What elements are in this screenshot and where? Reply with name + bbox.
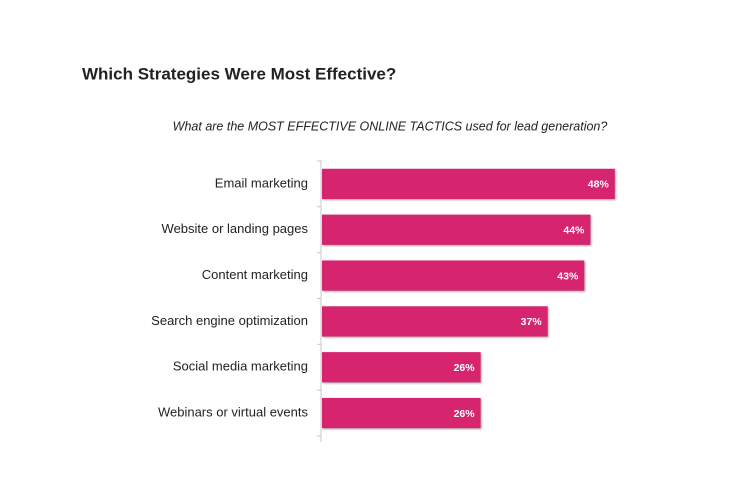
data-label: 43% xyxy=(557,270,579,282)
data-label: 26% xyxy=(454,362,476,374)
bar xyxy=(322,352,481,383)
category-label: Content marketing xyxy=(202,267,308,282)
chart-title: Which Strategies Were Most Effective? xyxy=(82,64,396,83)
data-label: 37% xyxy=(521,316,543,328)
category-label: Email marketing xyxy=(215,175,308,190)
category-label: Webinars or virtual events xyxy=(158,405,309,420)
bar xyxy=(322,214,591,245)
bar xyxy=(322,168,615,200)
data-label: 44% xyxy=(563,225,585,237)
bar xyxy=(322,397,481,429)
data-label: 26% xyxy=(454,408,476,420)
category-label: Social media marketing xyxy=(173,359,308,374)
chart-subtitle: What are the MOST EFFECTIVE ONLINE TACTI… xyxy=(173,119,608,133)
data-label: 48% xyxy=(588,179,610,191)
category-label: Website or landing pages xyxy=(162,221,309,236)
bar xyxy=(322,306,548,337)
bar xyxy=(322,260,585,291)
category-label: Search engine optimization xyxy=(151,313,308,328)
